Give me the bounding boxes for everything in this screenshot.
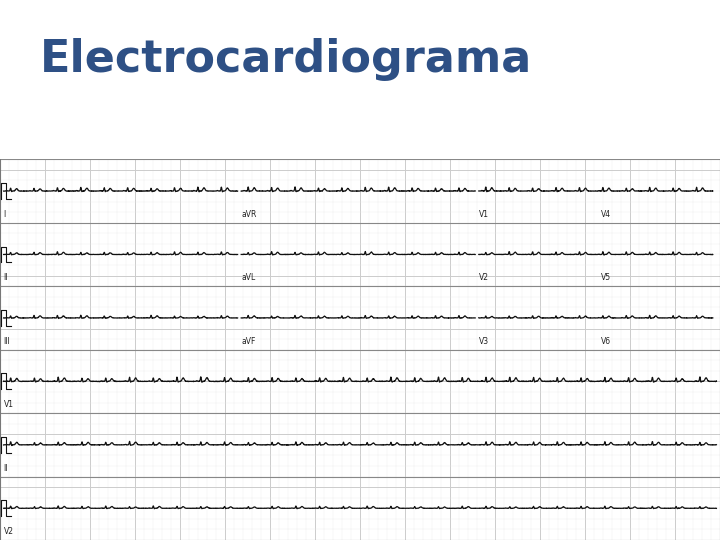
Text: V2: V2	[479, 273, 489, 282]
Text: aVF: aVF	[241, 337, 256, 346]
Text: V6: V6	[601, 337, 611, 346]
Text: II: II	[4, 464, 8, 472]
Text: V5: V5	[601, 273, 611, 282]
Text: III: III	[4, 337, 10, 346]
Text: V1: V1	[479, 210, 489, 219]
Text: aVL: aVL	[241, 273, 256, 282]
Text: aVR: aVR	[241, 210, 256, 219]
Text: I: I	[4, 210, 6, 219]
Text: V2: V2	[4, 527, 14, 536]
Text: II: II	[4, 273, 8, 282]
Text: El EKG representa el estudio inicial de elección: El EKG representa el estudio inicial de …	[9, 132, 527, 152]
Text: V3: V3	[479, 337, 489, 346]
Text: V1: V1	[4, 400, 14, 409]
Text: Electrocardiograma: Electrocardiograma	[40, 38, 532, 81]
Text: V4: V4	[601, 210, 611, 219]
